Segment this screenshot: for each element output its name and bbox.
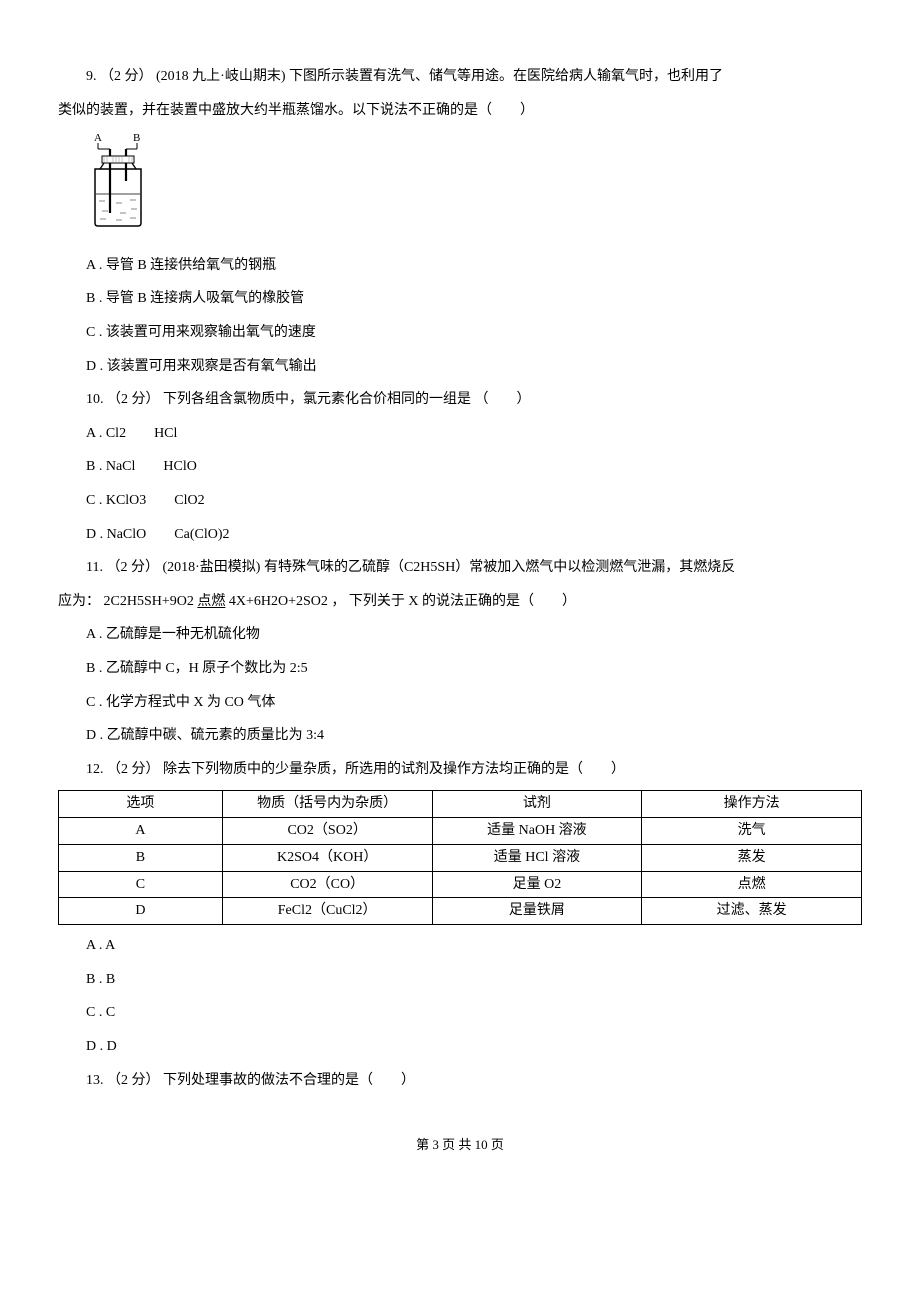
q13-stem: 13. （2 分） 下列处理事故的做法不合理的是（ ）: [58, 1064, 862, 1098]
page-number: 第 3 页 共 10 页: [58, 1129, 862, 1160]
q12-stem: 12. （2 分） 除去下列物质中的少量杂质，所选用的试剂及操作方法均正确的是（…: [58, 753, 862, 787]
table-cell: K2SO4（KOH）: [222, 844, 432, 871]
table-cell: FeCl2（CuCl2）: [222, 898, 432, 925]
diagram-label-b: B: [133, 132, 140, 144]
table-cell: 过滤、蒸发: [642, 898, 862, 925]
q9-diagram: A B: [86, 131, 862, 245]
q11-option-d: D . 乙硫醇中碳、硫元素的质量比为 3:4: [58, 719, 862, 753]
table-header-row: 选项 物质（括号内为杂质） 试剂 操作方法: [59, 791, 862, 818]
q10-option-a: A . Cl2 HCl: [58, 417, 862, 451]
q11-option-c: C . 化学方程式中 X 为 CO 气体: [58, 686, 862, 720]
q9-stem-line1: 9. （2 分） (2018 九上·岐山期末) 下图所示装置有洗气、储气等用途。…: [58, 60, 862, 94]
q11-stem-line2: 应为： 2C2H5SH+9O2 点燃 4X+6H2O+2SO2 ， 下列关于 X…: [58, 585, 862, 619]
table-cell: CO2（CO）: [222, 871, 432, 898]
q9-option-c: C . 该装置可用来观察输出氧气的速度: [58, 316, 862, 350]
table-cell: D: [59, 898, 223, 925]
table-row: A CO2（SO2） 适量 NaOH 溶液 洗气: [59, 818, 862, 845]
table-row: B K2SO4（KOH） 适量 HCl 溶液 蒸发: [59, 844, 862, 871]
q9-option-a: A . 导管 B 连接供给氧气的钢瓶: [58, 249, 862, 283]
table-cell: 蒸发: [642, 844, 862, 871]
table-cell: A: [59, 818, 223, 845]
table-cell: 点燃: [642, 871, 862, 898]
table-cell: 足量 O2: [432, 871, 642, 898]
table-cell: 适量 NaOH 溶液: [432, 818, 642, 845]
q9-option-b: B . 导管 B 连接病人吸氧气的橡胶管: [58, 282, 862, 316]
q10-stem: 10. （2 分） 下列各组含氯物质中，氯元素化合价相同的一组是 （ ）: [58, 383, 862, 417]
table-cell: CO2（SO2）: [222, 818, 432, 845]
q12-option-b: B . B: [58, 963, 862, 997]
q9-option-d: D . 该装置可用来观察是否有氧气输出: [58, 350, 862, 384]
q11-option-a: A . 乙硫醇是一种无机硫化物: [58, 618, 862, 652]
q12-option-c: C . C: [58, 996, 862, 1030]
table-cell: 洗气: [642, 818, 862, 845]
q12-option-a: A . A: [58, 929, 862, 963]
table-row: C CO2（CO） 足量 O2 点燃: [59, 871, 862, 898]
table-row: D FeCl2（CuCl2） 足量铁屑 过滤、蒸发: [59, 898, 862, 925]
q10-option-c: C . KClO3 ClO2: [58, 484, 862, 518]
q11-stem-line1: 11. （2 分） (2018·盐田模拟) 有特殊气味的乙硫醇（C2H5SH）常…: [58, 551, 862, 585]
table-cell: C: [59, 871, 223, 898]
table-header: 选项: [59, 791, 223, 818]
table-cell: 适量 HCl 溶液: [432, 844, 642, 871]
table-header: 操作方法: [642, 791, 862, 818]
diagram-label-a: A: [94, 132, 102, 144]
q10-option-d: D . NaClO Ca(ClO)2: [58, 518, 862, 552]
table-header: 试剂: [432, 791, 642, 818]
combustion-condition: 点燃: [197, 594, 225, 609]
table-cell: 足量铁屑: [432, 898, 642, 925]
q9-stem-line2: 类似的装置，并在装置中盛放大约半瓶蒸馏水。以下说法不正确的是（ ）: [58, 94, 862, 128]
q12-table: 选项 物质（括号内为杂质） 试剂 操作方法 A CO2（SO2） 适量 NaOH…: [58, 790, 862, 925]
q12-option-d: D . D: [58, 1030, 862, 1064]
q10-option-b: B . NaCl HClO: [58, 450, 862, 484]
table-header: 物质（括号内为杂质）: [222, 791, 432, 818]
q11-option-b: B . 乙硫醇中 C，H 原子个数比为 2:5: [58, 652, 862, 686]
table-cell: B: [59, 844, 223, 871]
